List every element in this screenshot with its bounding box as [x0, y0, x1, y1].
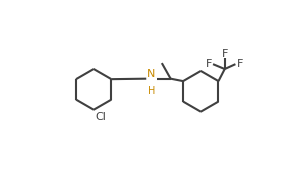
Text: N: N [147, 69, 155, 79]
Text: Cl: Cl [95, 112, 106, 122]
Text: F: F [222, 49, 228, 59]
Text: F: F [206, 59, 212, 69]
Text: F: F [236, 59, 243, 69]
Text: H: H [148, 86, 155, 96]
